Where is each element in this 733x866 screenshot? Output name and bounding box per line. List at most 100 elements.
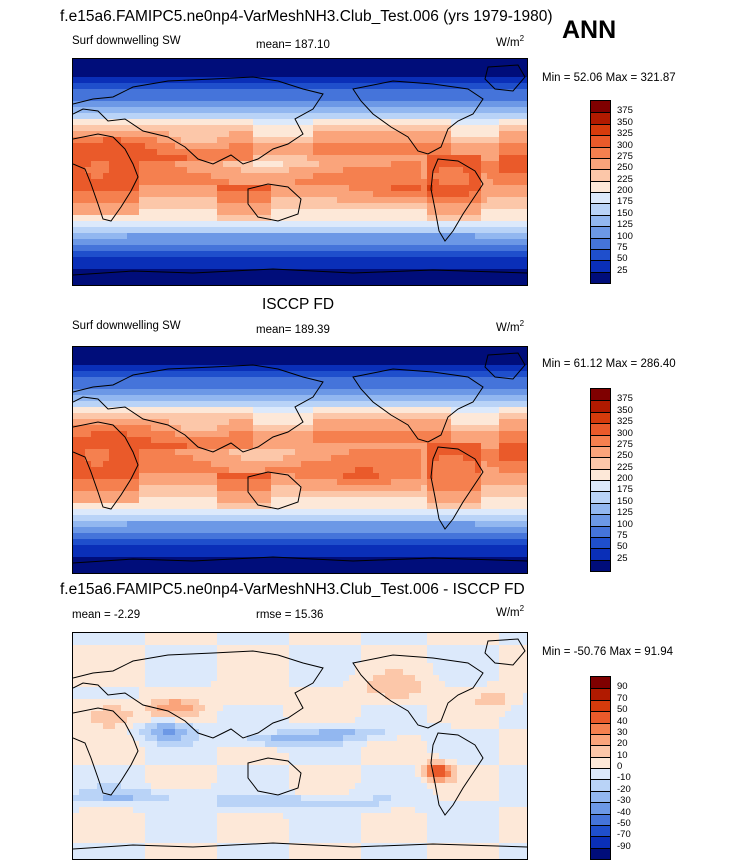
field-cell bbox=[157, 251, 164, 258]
field-cell bbox=[289, 269, 296, 276]
field-cell bbox=[271, 497, 278, 504]
field-cell bbox=[505, 119, 512, 126]
field-cell bbox=[427, 107, 434, 114]
field-cell bbox=[139, 173, 146, 180]
field-cell bbox=[193, 65, 200, 72]
field-cell bbox=[211, 497, 218, 504]
field-cell bbox=[373, 353, 380, 360]
field-cell bbox=[349, 197, 356, 204]
field-cell bbox=[475, 281, 482, 285]
field-cell bbox=[445, 269, 452, 276]
field-cell bbox=[523, 125, 527, 132]
field-cell bbox=[487, 221, 494, 228]
field-cell bbox=[175, 245, 182, 252]
field-cell bbox=[445, 449, 452, 456]
field-cell bbox=[427, 209, 434, 216]
field-cell bbox=[121, 77, 128, 84]
field-cell bbox=[325, 281, 332, 285]
field-cell bbox=[91, 77, 98, 84]
field-cell bbox=[499, 503, 506, 510]
field-cell bbox=[127, 149, 134, 156]
field-cell bbox=[181, 179, 188, 186]
field-cell bbox=[223, 161, 230, 168]
field-cell bbox=[343, 251, 350, 258]
field-cell bbox=[511, 353, 518, 360]
field-cell bbox=[319, 371, 326, 378]
field-cell bbox=[175, 431, 182, 438]
field-cell bbox=[97, 113, 104, 120]
field-cell bbox=[367, 275, 374, 282]
field-cell bbox=[361, 107, 368, 114]
field-cell bbox=[151, 149, 158, 156]
field-cell bbox=[271, 245, 278, 252]
field-cell bbox=[283, 407, 290, 414]
field-cell bbox=[283, 95, 290, 102]
field-cell bbox=[151, 227, 158, 234]
field-cell bbox=[187, 59, 194, 66]
field-cell bbox=[367, 479, 374, 486]
field-cell bbox=[277, 413, 284, 420]
field-cell bbox=[505, 461, 512, 468]
field-cell bbox=[301, 167, 308, 174]
field-cell bbox=[337, 149, 344, 156]
field-cell bbox=[523, 143, 527, 150]
field-cell bbox=[439, 269, 446, 276]
field-cell bbox=[409, 65, 416, 72]
field-cell bbox=[391, 65, 398, 72]
field-cell bbox=[415, 275, 422, 282]
field-cell bbox=[79, 215, 86, 222]
field-cell bbox=[403, 107, 410, 114]
field-cell bbox=[307, 143, 314, 150]
field-cell bbox=[85, 383, 92, 390]
field-cell bbox=[319, 497, 326, 504]
field-cell bbox=[295, 125, 302, 132]
panel2-mean-label: mean= 189.39 bbox=[256, 324, 330, 336]
field-cell bbox=[169, 485, 176, 492]
field-cell bbox=[175, 185, 182, 192]
field-cell bbox=[421, 443, 428, 450]
field-cell bbox=[421, 251, 428, 258]
field-cell bbox=[397, 431, 404, 438]
field-cell bbox=[337, 455, 344, 462]
field-cell bbox=[307, 257, 314, 264]
field-cell bbox=[409, 191, 416, 198]
field-cell bbox=[73, 461, 80, 468]
field-cell bbox=[97, 239, 104, 246]
field-cell bbox=[409, 149, 416, 156]
field-cell bbox=[271, 371, 278, 378]
colorbar-tick-label: 350 bbox=[617, 116, 633, 128]
field-cell bbox=[469, 83, 476, 90]
field-cell bbox=[505, 365, 512, 372]
field-cell bbox=[397, 149, 404, 156]
field-cell bbox=[445, 365, 452, 372]
field-cell bbox=[163, 479, 170, 486]
field-cell bbox=[397, 89, 404, 96]
field-cell bbox=[247, 233, 254, 240]
field-cell bbox=[487, 161, 494, 168]
field-cell bbox=[499, 101, 506, 108]
field-cell bbox=[217, 71, 224, 78]
field-cell bbox=[163, 431, 170, 438]
field-cell bbox=[103, 275, 110, 282]
field-cell bbox=[385, 263, 392, 270]
field-cell bbox=[331, 239, 338, 246]
field-cell bbox=[121, 239, 128, 246]
field-cell bbox=[247, 485, 254, 492]
field-cell bbox=[499, 119, 506, 126]
field-cell bbox=[283, 449, 290, 456]
field-cell bbox=[499, 89, 506, 96]
field-cell bbox=[259, 161, 266, 168]
field-cell bbox=[373, 131, 380, 138]
field-cell bbox=[457, 71, 464, 78]
field-cell bbox=[241, 263, 248, 270]
field-cell bbox=[133, 467, 140, 474]
field-cell bbox=[445, 221, 452, 228]
field-cell bbox=[427, 455, 434, 462]
field-cell bbox=[277, 245, 284, 252]
field-cell bbox=[241, 503, 248, 510]
field-cell bbox=[499, 137, 506, 144]
field-cell bbox=[313, 365, 320, 372]
field-cell bbox=[355, 269, 362, 276]
field-cell bbox=[283, 137, 290, 144]
field-cell bbox=[367, 473, 374, 480]
